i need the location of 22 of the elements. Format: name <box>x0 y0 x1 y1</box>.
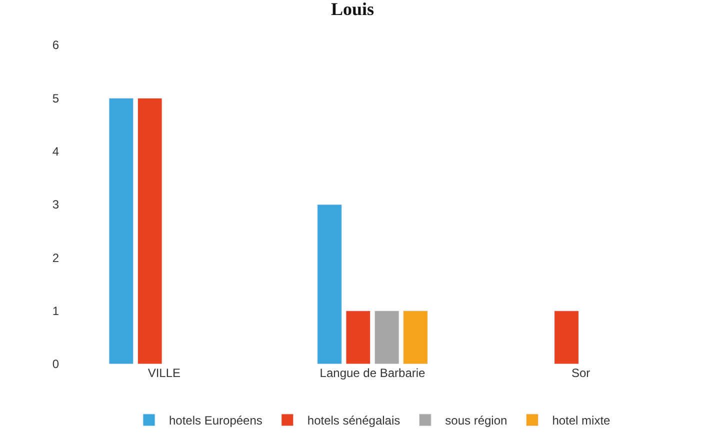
legend-label: hotels sénégalais <box>307 414 400 428</box>
x-tick-label: Langue de Barbarie <box>320 366 426 380</box>
bar <box>554 310 579 364</box>
bar <box>108 98 134 364</box>
bar <box>374 310 400 364</box>
legend-label: hotels Européens <box>169 414 262 428</box>
x-tick-label: VILLE <box>148 366 181 380</box>
bar <box>346 310 371 364</box>
y-tick-label: 2 <box>52 250 60 265</box>
bar <box>403 310 428 364</box>
y-tick-label: 1 <box>52 304 60 318</box>
chart-title: Louis <box>330 0 374 19</box>
y-tick-label: 0 <box>52 357 60 372</box>
bar <box>137 98 162 364</box>
bar <box>317 204 342 364</box>
legend-label: hotel mixte <box>552 414 611 428</box>
x-tick-label: Sor <box>571 366 590 380</box>
y-tick-label: 6 <box>52 38 60 52</box>
y-tick-label: 3 <box>52 198 60 212</box>
legend-label: sous région <box>445 414 508 428</box>
y-tick-label: 5 <box>52 91 60 106</box>
y-tick-label: 4 <box>52 144 60 159</box>
